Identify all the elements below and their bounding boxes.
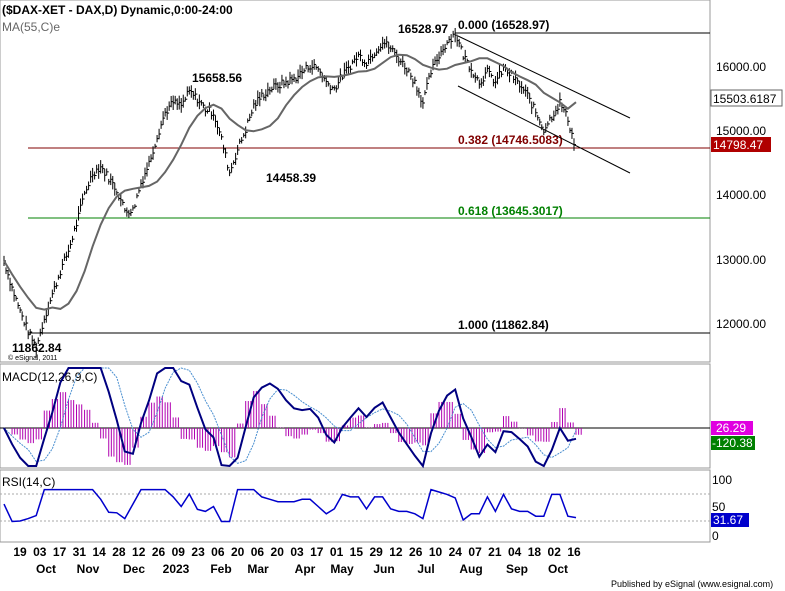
fib-618-label: 0.618 (13645.3017) [458,204,563,218]
x-tick-month: Nov [77,562,100,576]
publisher: Published by eSignal (www.esignal.com) [611,579,773,589]
x-tick-month: Oct [548,562,568,576]
x-tick-day: 20 [271,545,285,559]
last-price-tag: 14798.47 [713,138,763,152]
signal-tag-bg [711,421,753,435]
x-tick-month: Dec [123,562,145,576]
macd-tag-bg [711,436,755,450]
x-tick-month: Mar [247,562,269,576]
x-tick-day: 23 [191,545,205,559]
macd-pane [0,363,711,469]
x-tick-month: Sep [506,562,528,576]
ma-label: MA(55,C)e [2,20,60,34]
annotation-high: 16528.97 [398,22,448,36]
y-tick-14000: 14000.00 [716,188,766,202]
x-tick-month: Apr [295,562,316,576]
macd-tag: -120.38 [712,436,753,450]
rsi-line [3,488,577,523]
x-tick-day: 20 [231,545,245,559]
fib-382-label: 0.382 (14746.5083) [458,133,563,147]
x-tick-day: 29 [369,545,383,559]
x-tick-day: 26 [409,545,423,559]
rsi-tag: 31.67 [713,513,743,527]
watermark: © eSignal, 2011 [8,354,58,362]
x-tick-day: 17 [53,545,67,559]
y-tick-16000: 16000.00 [716,60,766,74]
y-tick-13000: 13000.00 [716,253,766,267]
x-tick-day: 24 [449,545,463,559]
last-tag-bg [711,137,771,152]
annotation-feb: 15658.56 [192,71,242,85]
x-tick-day: 07 [468,545,482,559]
fib-1-label: 1.000 (11862.84) [458,318,549,332]
x-tick-month: May [330,562,354,576]
x-tick-day: 12 [132,545,146,559]
price-pane [0,0,711,363]
signal-tag: 26.29 [716,421,746,435]
x-tick-month: Oct [36,562,56,576]
x-tick-day: 26 [152,545,166,559]
macd-title: MACD(12,26,9,C) [2,370,97,384]
x-tick-day: 28 [112,545,126,559]
x-tick-day: 01 [330,545,344,559]
x-tick-day: 10 [429,545,443,559]
x-tick-day: 03 [33,545,47,559]
x-tick-month: Jun [373,562,394,576]
x-tick-day: 18 [528,545,542,559]
x-axis-months: Oct Nov Dec 2023 Feb Mar Apr May Jun Jul Aug Sep Oct [36,562,568,576]
x-tick-day: 16 [567,545,581,559]
price-bars [3,27,576,358]
fib-0-label: 0.000 (16528.97) [458,18,549,32]
annotation-low: 11862.84 [12,341,62,355]
x-tick-day: 09 [172,545,186,559]
x-tick-day: 06 [251,545,265,559]
x-tick-day: 03 [290,545,304,559]
rsi-tag-bg [711,513,749,527]
x-tick-day: 06 [211,545,225,559]
x-tick-month: 2023 [163,562,190,576]
ma-tag: 15503.6187 [713,92,777,106]
x-tick-day: 12 [389,545,403,559]
chart-title: ($DAX-XET - DAX,D) Dynamic,0:00-24:00 [2,3,233,17]
ma-55-line [3,53,577,311]
x-tick-day: 31 [73,545,87,559]
rsi-title: RSI(14,C) [2,475,55,489]
x-axis-days: 19 03 17 31 14 28 12 26 09 23 06 20 06 20 03 17 01 15 29 12… [13,545,581,559]
channel-upper [457,35,631,119]
x-tick-month: Feb [210,562,231,576]
ma-tag-bg [710,89,783,107]
annotation-mar: 14458.39 [266,171,316,185]
x-tick-day: 19 [13,545,27,559]
x-tick-day: 04 [508,545,522,559]
x-tick-day: 02 [548,545,562,559]
x-tick-month: Aug [459,562,482,576]
x-tick-day: 14 [92,545,106,559]
rsi-tick-50: 50 [712,500,726,514]
rsi-tick-100: 100 [712,473,732,487]
rsi-tick-0: 0 [712,529,719,543]
y-tick-15000: 15000.00 [716,124,766,138]
x-tick-day: 15 [350,545,364,559]
x-tick-day: 17 [310,545,324,559]
macd-line [3,367,577,469]
x-tick-month: Jul [417,562,434,576]
y-tick-12000: 12000.00 [716,317,766,331]
x-tick-day: 21 [488,545,502,559]
rsi-pane [0,469,711,543]
